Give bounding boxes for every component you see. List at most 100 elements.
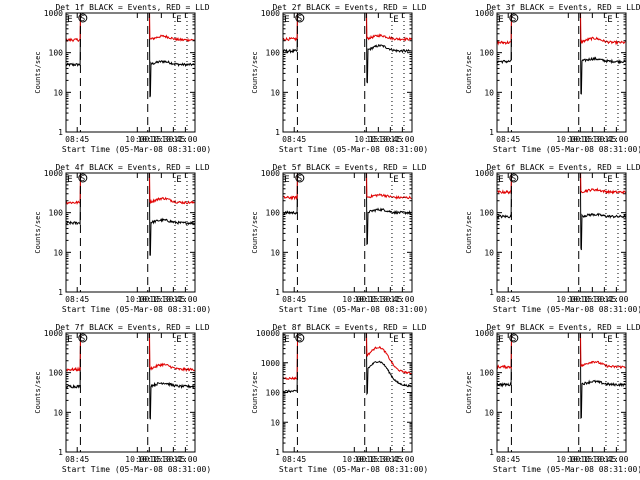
- x-tick-label: 08:45: [282, 455, 306, 464]
- y-tick-label: 100: [266, 209, 281, 218]
- x-tick-label: 08:45: [65, 455, 89, 464]
- x-tick-label: 10:30: [149, 295, 173, 304]
- x-tick-label: 11:00: [173, 295, 197, 304]
- marker-e: E: [176, 175, 181, 185]
- panel-title: Det 1f BLACK = Events, RED = LLD: [55, 3, 209, 12]
- x-tick-label: 10:00: [125, 295, 149, 304]
- y-tick-label: 1000: [475, 9, 494, 18]
- x-axis-label: Start Time (05-Mar-08 08:31:00): [62, 465, 211, 474]
- x-tick-label: 10:30: [366, 295, 390, 304]
- plot-frame: [282, 172, 413, 293]
- series-line-events: [283, 173, 412, 246]
- x-tick-label: 11:00: [604, 135, 628, 144]
- x-tick-label: 10:30: [366, 135, 390, 144]
- y-tick-label: 10: [270, 88, 280, 97]
- panel-title: Det 5f BLACK = Events, RED = LLD: [272, 163, 426, 172]
- marker-s: S: [80, 14, 85, 23]
- x-tick-label: 10:45: [592, 135, 616, 144]
- marker-e-left: E: [67, 175, 72, 185]
- y-axis-label: Counts/sec: [465, 51, 473, 93]
- x-tick-label: 10:15: [137, 135, 161, 144]
- y-tick-label: 100: [49, 209, 64, 218]
- marker-s: S: [297, 334, 302, 343]
- panel-title: Det 4f BLACK = Events, RED = LLD: [55, 163, 209, 172]
- x-tick-label: 10:15: [354, 295, 378, 304]
- marker-e-left: E: [498, 175, 503, 185]
- y-axis-label: Counts/sec: [465, 371, 473, 413]
- x-tick-label: 10:45: [592, 295, 616, 304]
- y-axis-label: Counts/sec: [251, 211, 259, 253]
- marker-s: S: [80, 174, 85, 183]
- series-line-lld: [66, 173, 195, 205]
- y-tick-label: 10: [484, 248, 494, 257]
- x-tick-label: 10:45: [161, 455, 185, 464]
- series-line-lld: [283, 13, 412, 42]
- marker-e: E: [393, 15, 398, 25]
- plot-frame: [65, 172, 196, 293]
- y-axis-label: Counts/sec: [465, 211, 473, 253]
- y-tick-label: 1: [275, 448, 280, 457]
- plot-frame: [496, 172, 627, 293]
- x-tick-label: 10:30: [149, 135, 173, 144]
- x-tick-label: 08:45: [65, 135, 89, 144]
- marker-s: S: [297, 174, 302, 183]
- x-tick-label: 10:15: [568, 135, 592, 144]
- series-line-lld: [66, 13, 195, 43]
- y-tick-label: 10000: [256, 329, 280, 338]
- x-axis-label: Start Time (05-Mar-08 08:31:00): [62, 305, 211, 314]
- x-axis-label: Start Time (05-Mar-08 08:31:00): [279, 465, 428, 474]
- x-tick-label: 11:00: [173, 455, 197, 464]
- marker-e: E: [176, 15, 181, 25]
- y-tick-label: 10: [53, 408, 63, 417]
- plot-frame: [65, 12, 196, 133]
- marker-s: S: [511, 14, 516, 23]
- y-axis-label: Counts/sec: [34, 211, 42, 253]
- x-tick-label: 11:00: [604, 455, 628, 464]
- y-tick-label: 10: [53, 88, 63, 97]
- plot-frame: [65, 332, 196, 453]
- marker-e-left: E: [284, 335, 289, 345]
- marker-s: S: [297, 14, 302, 23]
- marker-e-left: E: [284, 175, 289, 185]
- marker-e-left: E: [284, 15, 289, 25]
- x-axis-label: Start Time (05-Mar-08 08:31:00): [279, 305, 428, 314]
- x-axis-label: Start Time (05-Mar-08 08:31:00): [62, 145, 211, 154]
- y-axis-label: Counts/sec: [34, 51, 42, 93]
- x-tick-label: 10:45: [378, 135, 402, 144]
- series-line-lld: [66, 333, 195, 373]
- marker-e-left: E: [498, 15, 503, 25]
- y-tick-label: 100: [480, 49, 495, 58]
- series-line-events: [66, 333, 195, 420]
- marker-s-circle: [509, 173, 519, 183]
- y-axis-label: Counts/sec: [251, 371, 259, 413]
- marker-s-circle: [295, 13, 305, 23]
- x-tick-label: 10:30: [580, 135, 604, 144]
- x-tick-label: 10:00: [556, 295, 580, 304]
- y-tick-label: 10: [484, 88, 494, 97]
- x-tick-label: 10:15: [137, 295, 161, 304]
- y-tick-label: 1: [489, 128, 494, 137]
- panel-title: Det 2f BLACK = Events, RED = LLD: [272, 3, 426, 12]
- series-line-events: [283, 333, 412, 396]
- series-line-lld: [497, 333, 626, 370]
- x-tick-label: 10:30: [580, 455, 604, 464]
- x-tick-label: 10:45: [378, 295, 402, 304]
- panel-title: Det 7f BLACK = Events, RED = LLD: [55, 323, 209, 332]
- plot-frame: [496, 12, 627, 133]
- y-tick-label: 10: [270, 418, 280, 427]
- marker-e: E: [393, 335, 398, 345]
- marker-e: E: [393, 175, 398, 185]
- panel-title: Det 8f BLACK = Events, RED = LLD: [272, 323, 426, 332]
- series-line-lld: [497, 173, 626, 195]
- x-tick-label: 11:00: [390, 455, 414, 464]
- x-tick-label: 10:00: [342, 295, 366, 304]
- x-tick-label: 11:00: [173, 135, 197, 144]
- y-axis-label: Counts/sec: [34, 371, 42, 413]
- y-tick-label: 100: [480, 209, 495, 218]
